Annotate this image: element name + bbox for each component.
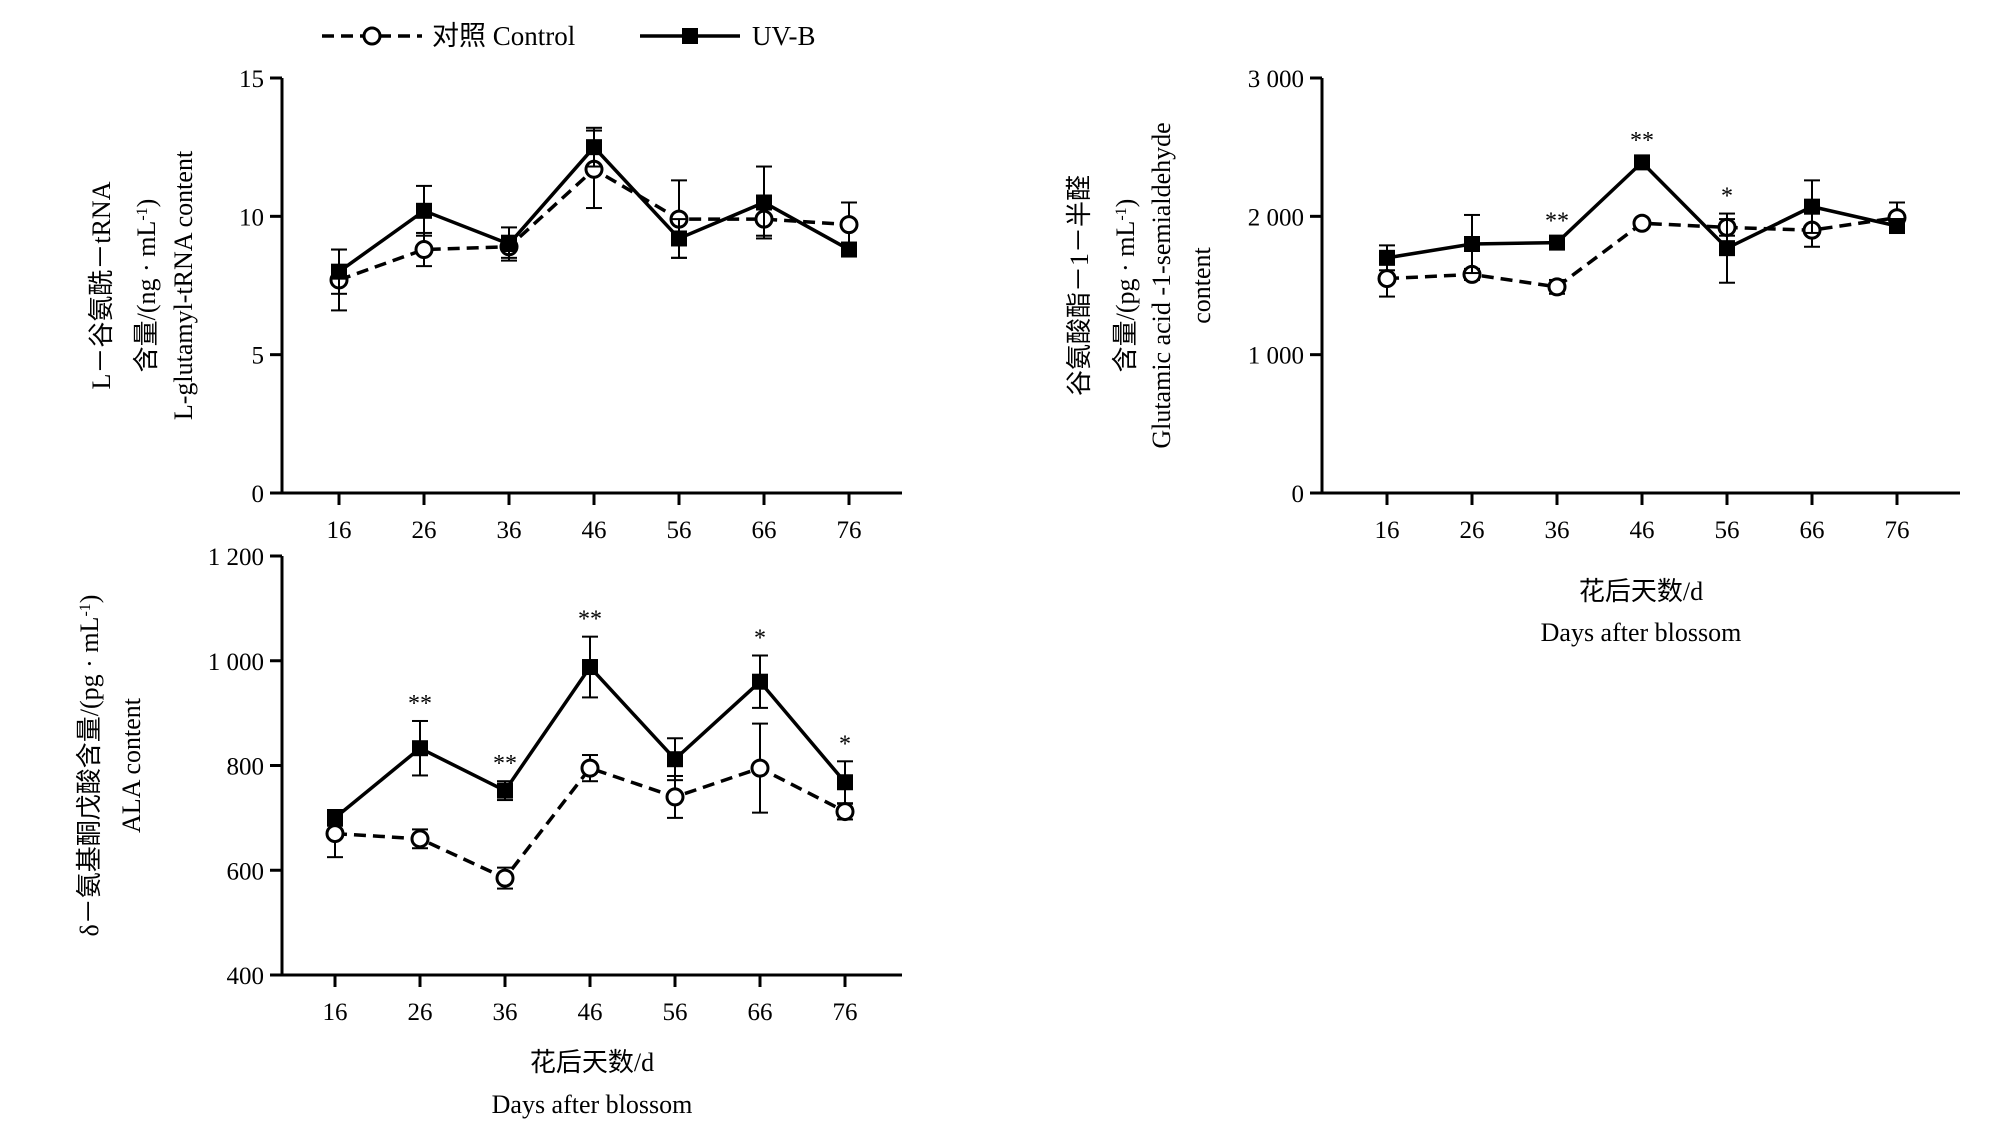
x-tick-label: 36 [493, 999, 518, 1026]
y-tick-label: 5 [252, 343, 265, 370]
significance-mark: ** [1630, 128, 1654, 154]
uvb-point [1464, 236, 1480, 252]
significance-mark: ** [408, 691, 432, 717]
x-tick-label: 26 [412, 517, 437, 544]
uvb-point [1379, 249, 1395, 266]
x-axis-label: Days after blossom [492, 1090, 693, 1119]
uvb-point [1634, 154, 1650, 171]
x-tick-label: 26 [408, 999, 433, 1026]
uvb-point [671, 230, 687, 247]
x-tick-label: 76 [837, 517, 862, 544]
x-tick-label: 46 [1630, 517, 1655, 544]
uvb-point [667, 751, 683, 768]
y-tick-label: 10 [239, 204, 264, 231]
y-axis-label: L-glutamyl-tRNA content [169, 150, 198, 420]
x-tick-label: 76 [1885, 517, 1910, 544]
panel-ala: 400 600 800 1 000 1 200 16 26 36 46 56 66 76 δ－氨基酮戊酸… [75, 544, 902, 1119]
x-tick-label: 36 [1545, 517, 1570, 544]
control-point [839, 215, 859, 235]
control-point [414, 240, 434, 260]
uvb-point [501, 236, 517, 252]
significance-mark: ** [1545, 208, 1569, 234]
y-tick-label: 0 [252, 481, 265, 508]
panel-gsa: 0 1 000 2 000 3 000 16 26 36 46 56 66 76 谷氨酸酯－1－半醛含… [1065, 66, 1960, 647]
significance-mark: * [839, 731, 851, 757]
significance-mark: * [1721, 184, 1733, 210]
y-axis-label: ALA content [117, 697, 146, 833]
control-point [410, 829, 430, 849]
x-tick-label: 56 [667, 517, 692, 544]
x-axis-label: 花后天数/d [530, 1048, 654, 1077]
uvb-point [497, 782, 513, 799]
y-tick-label: 800 [227, 754, 265, 781]
y-axis-label: 含量/(pg · mL-1) [1111, 199, 1140, 373]
uvb-point [327, 809, 343, 826]
x-tick-label: 66 [752, 517, 777, 544]
y-tick-label: 1 000 [1248, 343, 1304, 370]
uvb-point [416, 202, 432, 219]
x-axis-label: Days after blossom [1541, 618, 1742, 647]
uvb-point [756, 194, 772, 211]
control-series-line [334, 766, 846, 881]
control-point [1547, 277, 1567, 297]
control-point [325, 824, 345, 844]
uvb-point [1549, 234, 1565, 251]
x-tick-label: 66 [1800, 517, 1825, 544]
control-point [665, 787, 685, 807]
y-axis-label: Glutamic acid -1-semialdehyde [1147, 122, 1176, 448]
control-point [835, 802, 855, 822]
legend-uvb-marker [682, 28, 698, 44]
control-point [495, 868, 515, 888]
y-axis-label: 谷氨酸酯－1－半醛 [1065, 175, 1094, 396]
y-tick-label: 0 [1292, 481, 1305, 508]
uvb-point [582, 659, 598, 676]
legend-control-marker [362, 26, 382, 46]
legend-uvb-label: UV-B [752, 21, 816, 51]
y-tick-label: 600 [227, 858, 265, 885]
x-tick-label: 26 [1460, 517, 1485, 544]
y-tick-label: 15 [239, 66, 264, 93]
x-tick-label: 16 [1375, 517, 1400, 544]
significance-mark: * [754, 626, 766, 652]
uvb-point [331, 263, 347, 280]
control-point [1377, 269, 1397, 289]
x-tick-label: 16 [327, 517, 352, 544]
x-axis-label: 花后天数/d [1579, 577, 1703, 606]
control-point [1632, 213, 1652, 233]
uvb-point [586, 139, 602, 156]
uvb-series-line [1386, 159, 1898, 260]
y-tick-label: 400 [227, 963, 265, 990]
legend: 对照 Control UV-B [322, 21, 816, 51]
y-axis-label: L－谷氨酰－tRNA [87, 181, 116, 389]
y-axis-label: content [1187, 246, 1216, 323]
uvb-point [752, 673, 768, 690]
legend-control-label: 对照 Control [432, 21, 575, 51]
uvb-point [841, 241, 857, 258]
uvb-point [837, 774, 853, 791]
x-tick-label: 46 [578, 999, 603, 1026]
y-axis-label: 含量/(ng · mL-1) [132, 199, 161, 373]
uvb-point [1889, 218, 1905, 235]
y-tick-label: 1 000 [208, 649, 264, 676]
y-tick-label: 3 000 [1248, 66, 1304, 93]
x-tick-label: 36 [497, 517, 522, 544]
control-point [750, 758, 770, 778]
y-tick-label: 2 000 [1248, 204, 1304, 231]
significance-mark: ** [493, 751, 517, 777]
x-tick-label: 16 [323, 999, 348, 1026]
x-tick-label: 56 [663, 999, 688, 1026]
uvb-point [1719, 240, 1735, 257]
uvb-point [1804, 198, 1820, 215]
x-tick-label: 76 [833, 999, 858, 1026]
significance-mark: ** [578, 607, 602, 633]
control-point [580, 758, 600, 778]
uvb-point [412, 740, 428, 757]
y-axis-label: δ－氨基酮戊酸含量/(pg · mL-1) [75, 595, 104, 937]
panel-glutamyl: 0 5 10 15 16 26 36 46 56 66 76 L－谷氨酰－tRNA 含量/(ng · m… [87, 66, 902, 544]
x-tick-label: 46 [582, 517, 607, 544]
x-tick-label: 56 [1715, 517, 1740, 544]
x-tick-label: 66 [748, 999, 773, 1026]
y-tick-label: 1 200 [208, 544, 264, 571]
